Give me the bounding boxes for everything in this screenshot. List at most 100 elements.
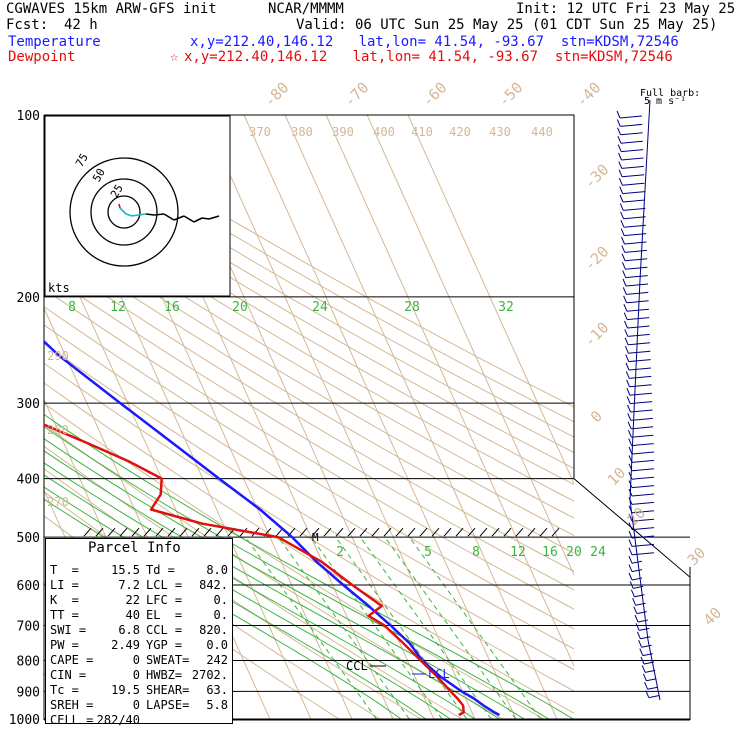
wind-barb-flag	[617, 136, 622, 144]
hatch-mark	[107, 527, 116, 537]
wind-barb-flag	[628, 556, 633, 564]
hatch-mark	[443, 527, 452, 537]
wind-barb	[635, 602, 646, 606]
wind-barb	[631, 501, 655, 505]
ccl-label: CCL	[346, 659, 368, 673]
wind-barb	[631, 459, 655, 463]
mixing-ratio-line	[384, 537, 517, 720]
isotherm-label: -40	[573, 79, 605, 111]
parcel-param-label: CIN =	[50, 668, 87, 682]
theta-label: 410	[411, 125, 433, 139]
pressure-label: 200	[17, 291, 40, 306]
wind-barb-flag	[628, 530, 633, 539]
wind-barb-flag	[624, 329, 629, 337]
parcel-param-value: 40	[125, 608, 140, 622]
wind-barb-flag	[624, 320, 628, 329]
wind-barb	[646, 678, 657, 682]
wind-barb-staff	[629, 99, 661, 701]
wind-barb	[631, 527, 655, 531]
wind-barb	[623, 207, 646, 211]
isotherm-line	[284, 115, 558, 720]
wind-barb	[624, 249, 647, 253]
dry-adiabat-line	[44, 288, 574, 610]
wind-barb-flag	[626, 388, 631, 396]
isotherm-line	[243, 115, 517, 720]
valid-time: Valid: 06 UTC Sun 25 May 25 (01 CDT Sun …	[296, 17, 718, 33]
mixing-ratio-label: 28	[404, 300, 420, 315]
hodograph-segment	[163, 213, 175, 221]
wind-barb-flag	[627, 430, 632, 438]
hodograph-segment	[208, 215, 220, 220]
isotherm-line	[407, 115, 574, 485]
isotherm-label: -70	[341, 79, 373, 111]
wind-barb-flag	[629, 581, 634, 589]
wind-barb	[628, 367, 652, 371]
wind-barb-flag	[625, 354, 630, 362]
parcel-param-label: LI =	[50, 578, 79, 592]
mixing-ratio-label: 8	[68, 300, 76, 315]
org-title: NCAR/MMMM	[268, 1, 344, 17]
dry-adiabat-line	[44, 205, 574, 519]
parcel-param-label: LAPSE=	[146, 698, 190, 712]
mixing-ratio-line	[277, 537, 410, 720]
wind-barb	[623, 216, 646, 220]
isotherm-label: -30	[581, 161, 613, 193]
parcel-param-label: K =	[50, 593, 79, 607]
wind-barb	[621, 149, 644, 153]
parcel-param-value: 0	[132, 698, 140, 712]
wind-barb	[631, 426, 654, 430]
hatch-mark	[179, 527, 188, 537]
parcel-param-label: HWBZ=	[146, 668, 183, 682]
parcel-param-value: 0	[132, 653, 140, 667]
hodograph-ring	[69, 157, 179, 267]
hodograph-segment	[183, 215, 195, 223]
wind-barb	[625, 283, 649, 287]
temperature-location: x,y=212.40,146.12 lat,lon= 41.54, -93.67…	[190, 34, 679, 50]
wind-barb	[626, 291, 649, 295]
pressure-label: 800	[17, 654, 40, 669]
hatch-mark	[539, 527, 548, 537]
wind-barb	[645, 669, 656, 673]
parcel-param-label: EL =	[146, 608, 183, 622]
hatch-mark	[347, 527, 356, 537]
dewpoint-profile-line	[44, 423, 465, 717]
hodograph-segment	[131, 214, 139, 217]
hodograph-unit-label: kts	[48, 281, 70, 295]
wind-barb-flag	[618, 161, 623, 169]
hodograph-ring-label: 50	[90, 166, 108, 184]
parcel-param-value: 15.5	[111, 563, 140, 577]
parcel-param-value: 820.	[199, 623, 228, 637]
hatch-mark	[119, 527, 128, 537]
pressure-label: 1000	[9, 713, 40, 728]
isotherm-label: -60	[419, 79, 451, 111]
hatch-mark	[371, 527, 380, 537]
wind-barb	[631, 451, 655, 455]
wind-barb	[631, 443, 654, 447]
wind-barb	[621, 157, 644, 161]
mixing-ratio-line	[335, 537, 468, 720]
theta-label: 400	[373, 125, 395, 139]
parcel-param-value: 0	[132, 668, 140, 682]
mixing-ratio-line	[245, 537, 377, 720]
wind-barb-flag	[628, 564, 633, 572]
barb-unit: 5 m s⁻¹	[644, 96, 686, 107]
mixing-ratio-line	[359, 537, 492, 720]
hatch-mark	[527, 527, 536, 537]
parcel-param-label: T =	[50, 563, 79, 577]
wind-barb	[629, 375, 652, 379]
hatch-mark	[419, 527, 428, 537]
isotherm-label: 10	[604, 464, 630, 490]
wind-barb	[630, 417, 653, 421]
hatch-mark	[299, 527, 308, 537]
wind-barb-flag	[628, 522, 633, 530]
dry-adiabat-line	[44, 159, 574, 469]
hodograph-ring	[90, 178, 158, 246]
hodograph-segment	[201, 217, 210, 220]
pressure-label: 600	[17, 579, 40, 594]
mixing-ratio-label: 32	[498, 300, 514, 315]
mixing-ratio-label: 24	[312, 300, 328, 315]
wind-barb-flag	[622, 270, 627, 278]
wind-barb	[647, 686, 658, 690]
pressure-label: 700	[17, 619, 40, 634]
fcst-label: Fcst:	[6, 17, 49, 33]
